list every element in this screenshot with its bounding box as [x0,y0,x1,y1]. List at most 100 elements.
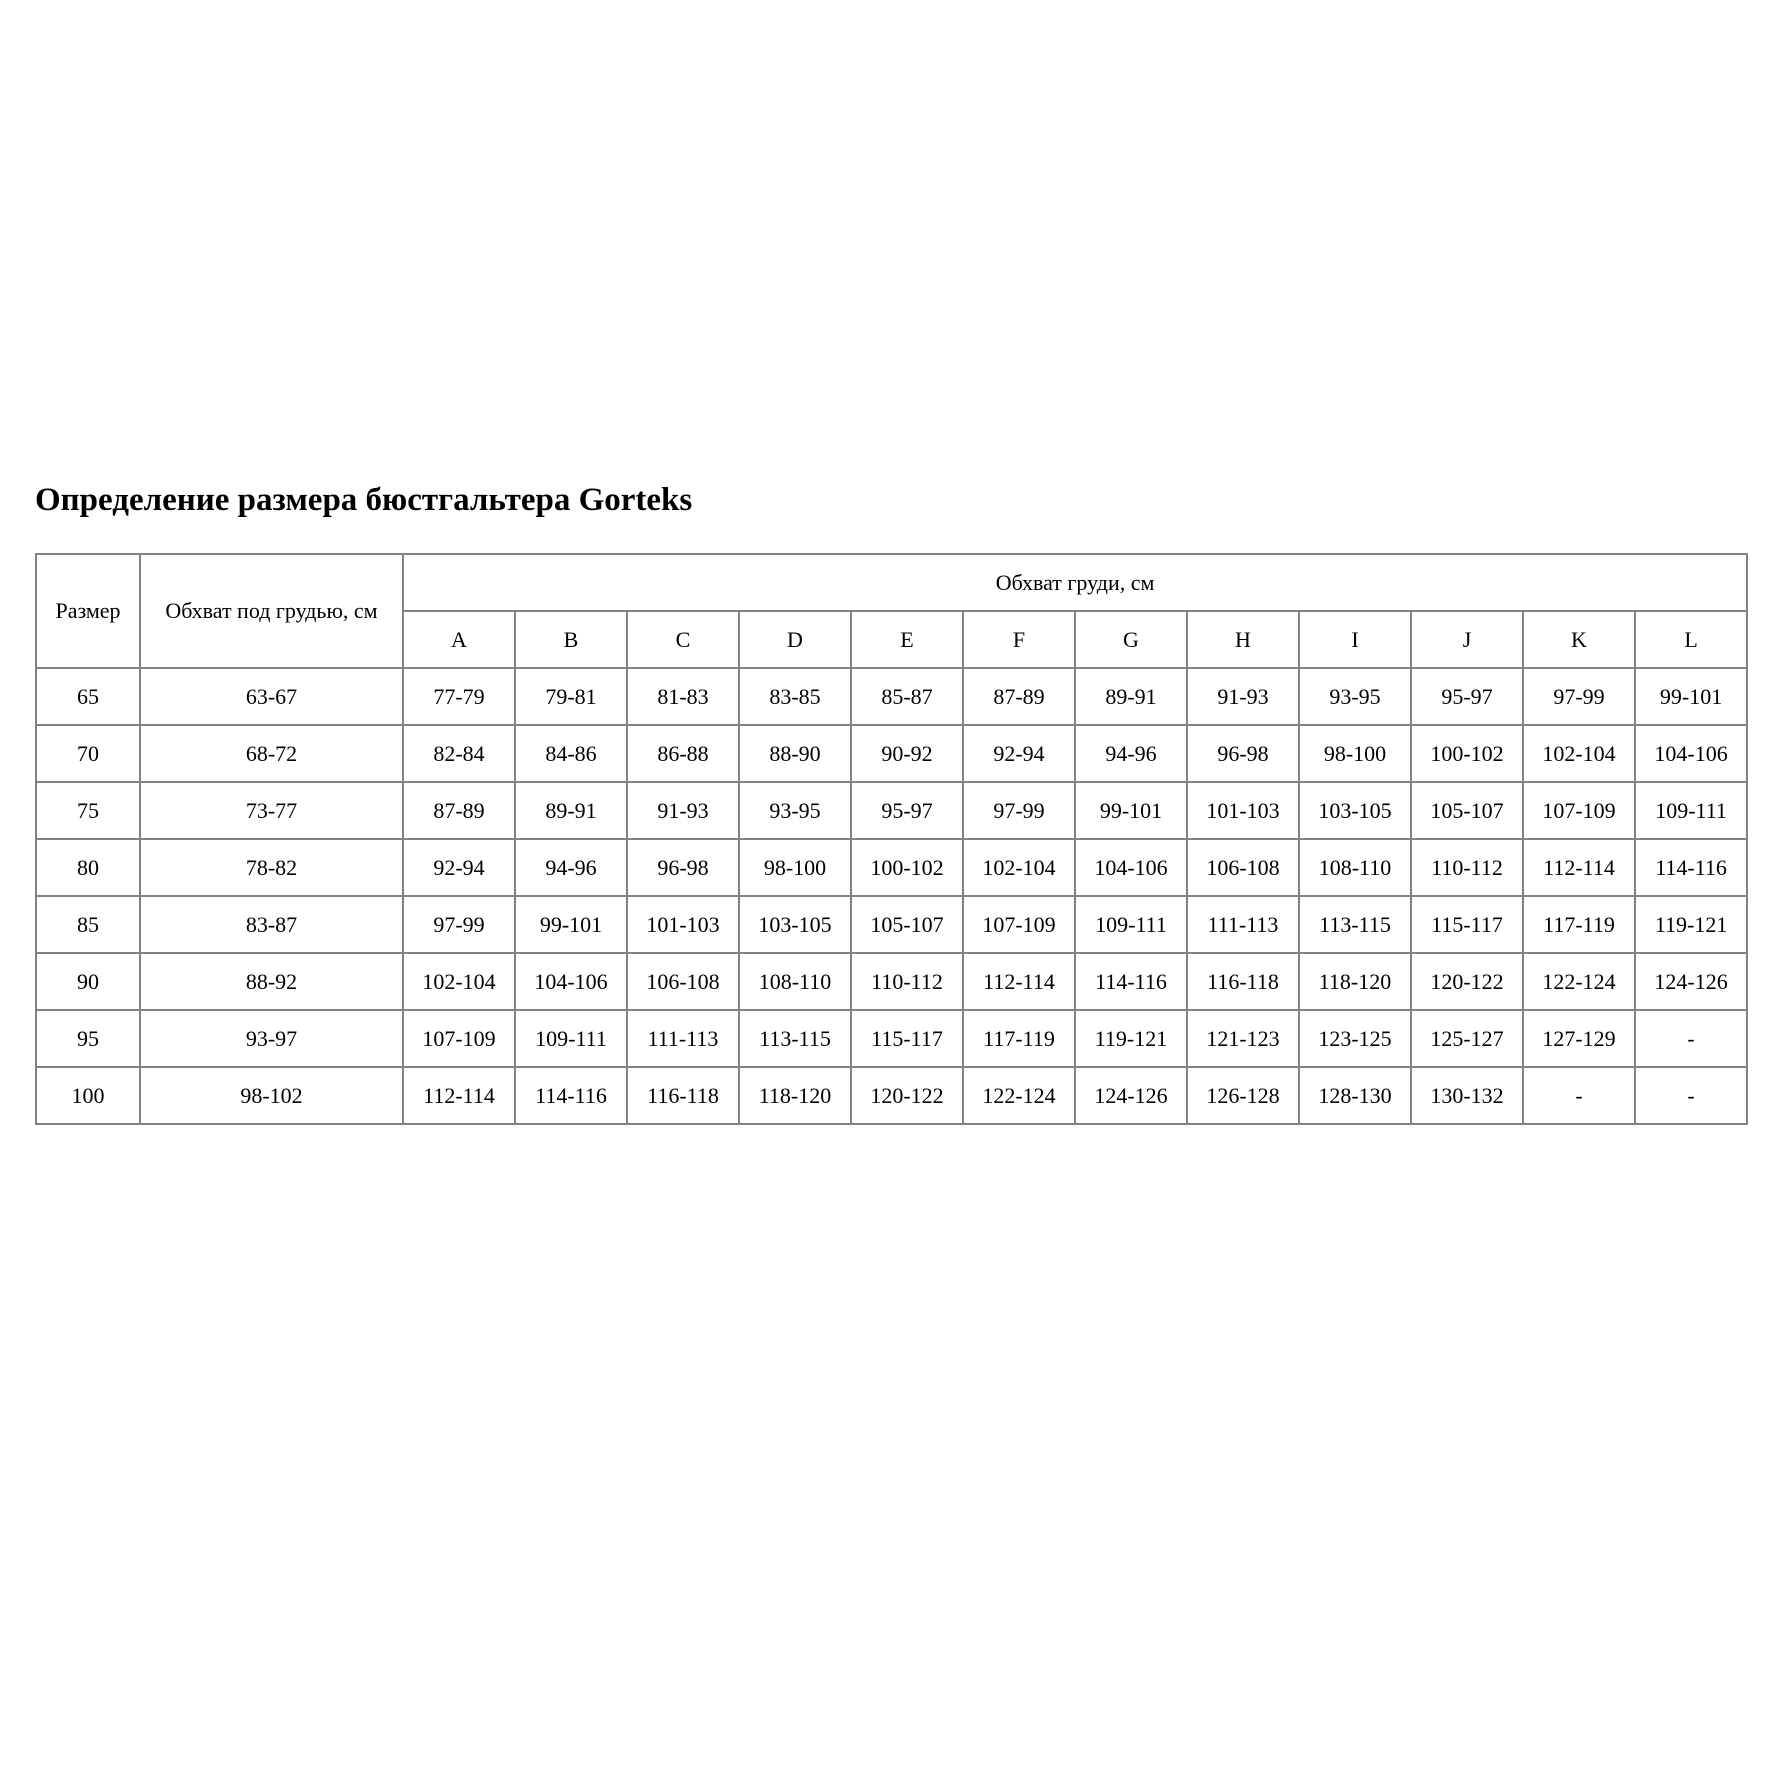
bust-cell: 101-103 [1186,781,1300,840]
bust-cell: 116-118 [626,1066,740,1125]
bust-cell: 99-101 [1074,781,1188,840]
bust-cell: 110-112 [850,952,964,1011]
cup-header: F [962,610,1076,669]
underbust-cell: 98-102 [139,1066,404,1125]
bust-cell: 120-122 [850,1066,964,1125]
size-cell: 65 [35,667,141,726]
bust-cell: 105-107 [850,895,964,954]
bust-cell: 123-125 [1298,1009,1412,1068]
bust-cell: 121-123 [1186,1009,1300,1068]
bust-cell: 94-96 [1074,724,1188,783]
cup-header: D [738,610,852,669]
bust-cell: 122-124 [1522,952,1636,1011]
bust-cell: 89-91 [1074,667,1188,726]
bust-cell: 90-92 [850,724,964,783]
bust-cell: 83-85 [738,667,852,726]
size-cell: 95 [35,1009,141,1068]
bust-cell: 109-111 [514,1009,628,1068]
bust-cell: 118-120 [738,1066,852,1125]
bust-cell: 107-109 [402,1009,516,1068]
bust-cell: 111-113 [626,1009,740,1068]
bust-cell: 115-117 [850,1009,964,1068]
bust-cell: 126-128 [1186,1066,1300,1125]
bust-cell: 112-114 [1522,838,1636,897]
bust-cell: 87-89 [402,781,516,840]
bust-cell: 97-99 [402,895,516,954]
bust-cell: 91-93 [1186,667,1300,726]
bust-cell: 85-87 [850,667,964,726]
bust-cell: 99-101 [514,895,628,954]
bust-cell: 107-109 [1522,781,1636,840]
bust-cell: 114-116 [514,1066,628,1125]
bust-cell: 125-127 [1410,1009,1524,1068]
bust-cell: 109-111 [1074,895,1188,954]
bust-cell: 127-129 [1522,1009,1636,1068]
bust-cell: 91-93 [626,781,740,840]
bust-cell: 124-126 [1633,952,1749,1011]
header-size: Размер [35,553,141,669]
size-cell: 80 [35,838,141,897]
bust-cell: 112-114 [962,952,1076,1011]
bust-cell: 94-96 [514,838,628,897]
bust-cell: 130-132 [1410,1066,1524,1125]
page-title: Определение размера бюстгальтера Gorteks [35,482,693,518]
cup-header: G [1074,610,1188,669]
bust-cell: 117-119 [962,1009,1076,1068]
cup-header: E [850,610,964,669]
bust-cell: 111-113 [1186,895,1300,954]
cup-header: J [1410,610,1524,669]
size-cell: 70 [35,724,141,783]
bust-cell: 99-101 [1633,667,1749,726]
bust-cell: 81-83 [626,667,740,726]
size-cell: 85 [35,895,141,954]
table-row: 80 78-82 92-94 94-96 96-98 98-100 100-102 102-1… [35,838,1749,897]
bust-cell: 103-105 [1298,781,1412,840]
table-row: 70 68-72 82-84 84-86 86-88 88-90 90-92 92-94 94-… [35,724,1749,783]
table-row: 95 93-97 107-109 109-111 111-113 113-115 115-1… [35,1009,1749,1068]
bust-cell: 113-115 [738,1009,852,1068]
size-cell: 100 [35,1066,141,1125]
bust-cell: 93-95 [1298,667,1412,726]
underbust-cell: 88-92 [139,952,404,1011]
size-cell: 75 [35,781,141,840]
cup-header: B [514,610,628,669]
header-bust: Обхват груди, см [401,553,1749,612]
bust-cell: 114-116 [1633,838,1749,897]
bust-cell: 104-106 [1633,724,1749,783]
table-row: 85 83-87 97-99 99-101 101-103 103-105 105-107 1… [35,895,1749,954]
bust-cell: 86-88 [626,724,740,783]
bust-cell: 84-86 [514,724,628,783]
bust-cell: 96-98 [626,838,740,897]
bust-cell: 101-103 [626,895,740,954]
bust-cell: 105-107 [1410,781,1524,840]
bust-cell: 106-108 [626,952,740,1011]
bust-cell: 102-104 [402,952,516,1011]
bust-cell: 107-109 [962,895,1076,954]
bust-cell: 104-106 [514,952,628,1011]
bust-cell: 124-126 [1074,1066,1188,1125]
bust-cell: 118-120 [1298,952,1412,1011]
bust-cell: 108-110 [1298,838,1412,897]
bust-cell: 97-99 [1522,667,1636,726]
bust-cell: 120-122 [1410,952,1524,1011]
bust-cell: 116-118 [1186,952,1300,1011]
table-row: 65 63-67 77-79 79-81 81-83 83-85 85-87 87-89 89-… [35,667,1749,726]
bust-cell: 110-112 [1410,838,1524,897]
table-row: 75 73-77 87-89 89-91 91-93 93-95 95-97 97-99 99-… [35,781,1749,840]
bust-cell: 93-95 [738,781,852,840]
bust-cell: 108-110 [738,952,852,1011]
bust-cell: 109-111 [1633,781,1749,840]
bust-cell: 98-100 [1298,724,1412,783]
cup-header: A [402,610,516,669]
table-row: 90 88-92 102-104 104-106 106-108 108-110 110-1… [35,952,1749,1011]
cup-header: L [1633,610,1749,669]
bust-cell: 103-105 [738,895,852,954]
bust-cell: 87-89 [962,667,1076,726]
bust-cell: 104-106 [1074,838,1188,897]
bust-cell: 114-116 [1074,952,1188,1011]
underbust-cell: 78-82 [139,838,404,897]
bust-cell: 102-104 [1522,724,1636,783]
bust-cell: 82-84 [402,724,516,783]
underbust-cell: 83-87 [139,895,404,954]
